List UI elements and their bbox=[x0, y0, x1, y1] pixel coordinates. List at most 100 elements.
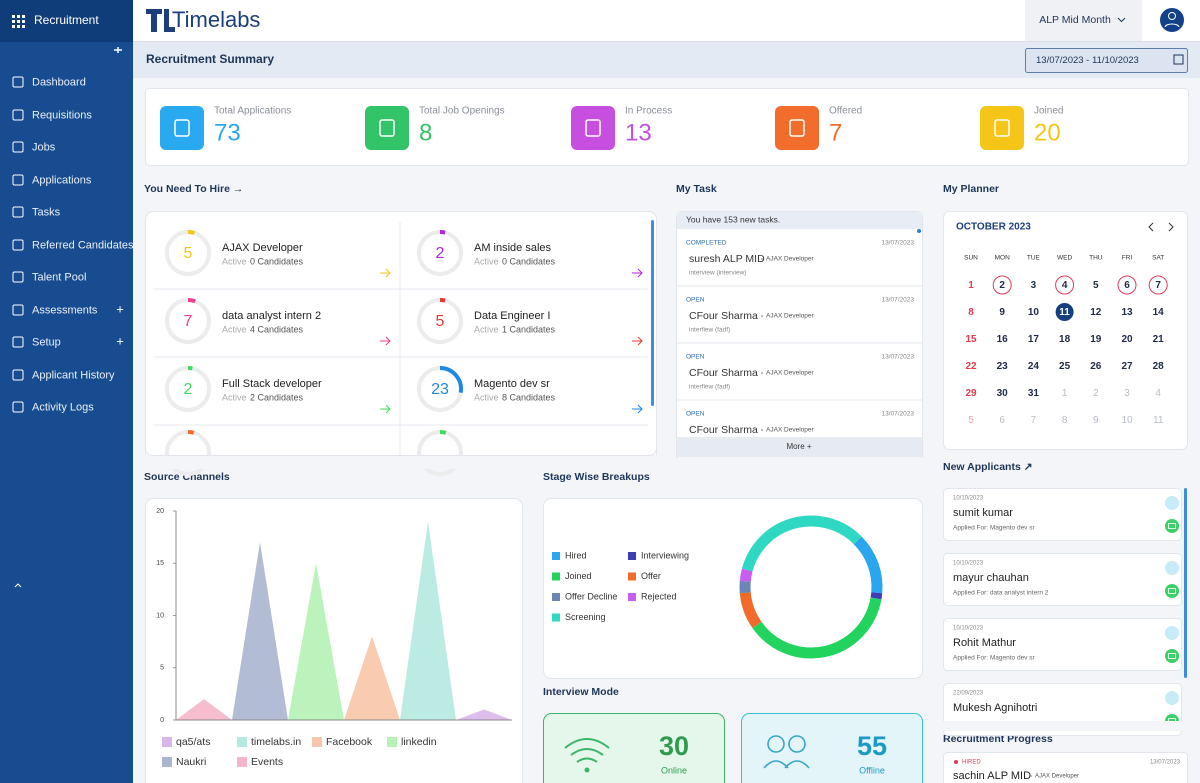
calendar-day[interactable]: 30 bbox=[997, 388, 1009, 399]
open-arrow[interactable] bbox=[632, 268, 643, 278]
calendar-day[interactable]: 11 bbox=[1153, 415, 1164, 426]
calendar-day[interactable]: 15 bbox=[965, 334, 977, 345]
period-label[interactable]: ALP Mid Month bbox=[1039, 14, 1111, 26]
calendar-day[interactable]: 5 bbox=[1093, 280, 1099, 291]
progress-name[interactable]: sachin ALP MID bbox=[953, 770, 1031, 782]
date-range[interactable] bbox=[1025, 48, 1188, 73]
call-button[interactable] bbox=[1165, 626, 1179, 640]
calendar-day[interactable]: 7 bbox=[1031, 415, 1037, 426]
legend-label[interactable]: Screening bbox=[565, 612, 606, 622]
open-arrow[interactable] bbox=[632, 336, 643, 346]
nav-toggle[interactable]: + bbox=[116, 301, 124, 316]
section-title[interactable]: You Need To Hire → bbox=[144, 183, 243, 195]
nav-item[interactable]: Referred Candidates bbox=[32, 239, 134, 251]
nav-item[interactable]: Activity Logs bbox=[32, 401, 94, 413]
calendar-day[interactable]: 9 bbox=[999, 307, 1005, 318]
mail-button[interactable] bbox=[1165, 519, 1179, 533]
calendar-day[interactable]: 10 bbox=[1121, 415, 1133, 426]
calendar-day[interactable]: 1 bbox=[968, 280, 974, 291]
nav-item[interactable]: Setup bbox=[32, 336, 61, 348]
nav-item[interactable]: Jobs bbox=[32, 141, 56, 153]
call-button[interactable] bbox=[1165, 496, 1179, 510]
calendar-day[interactable]: 10 bbox=[1028, 307, 1040, 318]
legend-label[interactable]: Interviewing bbox=[641, 550, 689, 560]
more-link[interactable]: More + bbox=[786, 442, 811, 451]
applicant-name[interactable]: Rohit Mathur bbox=[953, 637, 1016, 649]
nav-item[interactable]: Assessments bbox=[32, 304, 98, 316]
calendar-day[interactable]: 8 bbox=[1062, 415, 1068, 426]
open-arrow[interactable] bbox=[380, 268, 391, 278]
calendar-day[interactable]: 5 bbox=[968, 415, 974, 426]
calendar-day[interactable]: 31 bbox=[1028, 388, 1040, 399]
calendar-day[interactable]: 28 bbox=[1153, 361, 1165, 372]
legend-label[interactable]: linkedin bbox=[401, 736, 437, 748]
nav-item[interactable]: Applications bbox=[32, 174, 92, 186]
calendar-day[interactable]: 20 bbox=[1121, 334, 1133, 345]
calendar-day[interactable]: 19 bbox=[1090, 334, 1102, 345]
calendar-day[interactable]: 3 bbox=[1124, 388, 1130, 399]
task-name[interactable]: CFour Sharma bbox=[689, 367, 758, 379]
scrollbar[interactable] bbox=[1184, 488, 1187, 678]
calendar-day[interactable]: 7 bbox=[1155, 280, 1161, 291]
nav-item[interactable]: Tasks bbox=[32, 206, 61, 218]
task-name[interactable]: CFour Sharma bbox=[689, 424, 758, 436]
calendar-day[interactable]: 2 bbox=[1093, 388, 1099, 399]
legend-label[interactable]: Hired bbox=[565, 550, 587, 560]
call-button[interactable] bbox=[1165, 561, 1179, 575]
mail-button[interactable] bbox=[1165, 584, 1179, 598]
pin-icon[interactable] bbox=[114, 47, 122, 53]
calendar-day[interactable]: 29 bbox=[965, 388, 977, 399]
calendar-day[interactable]: 13 bbox=[1121, 307, 1133, 318]
nav-item[interactable]: Requisitions bbox=[32, 109, 92, 121]
calendar-day[interactable]: 24 bbox=[1028, 361, 1040, 372]
task-name[interactable]: suresh ALP MID bbox=[689, 253, 765, 265]
nav-item[interactable]: Talent Pool bbox=[32, 271, 86, 283]
nav-toggle[interactable]: + bbox=[116, 333, 124, 348]
legend-label[interactable]: Facebook bbox=[326, 736, 373, 748]
nav-item[interactable]: Applicant History bbox=[32, 369, 115, 381]
open-arrow[interactable] bbox=[380, 336, 391, 346]
calendar-day[interactable]: 26 bbox=[1090, 361, 1102, 372]
nav-item[interactable]: Dashboard bbox=[32, 76, 86, 88]
calendar-day[interactable]: 22 bbox=[965, 361, 977, 372]
legend-label[interactable]: Offer bbox=[641, 571, 661, 581]
legend-label[interactable]: Events bbox=[251, 756, 283, 768]
calendar-day[interactable]: 9 bbox=[1093, 415, 1099, 426]
call-button[interactable] bbox=[1165, 691, 1179, 705]
legend-label[interactable]: Offer Decline bbox=[565, 591, 617, 601]
calendar-day[interactable]: 11 bbox=[1059, 307, 1070, 318]
calendar-day[interactable]: 23 bbox=[997, 361, 1009, 372]
legend-label[interactable]: Rejected bbox=[641, 591, 677, 601]
legend-label[interactable]: timelabs.in bbox=[251, 736, 301, 748]
calendar-day[interactable]: 14 bbox=[1153, 307, 1165, 318]
calendar-day[interactable]: 1 bbox=[1062, 388, 1068, 399]
job-name[interactable]: Magento dev sr bbox=[474, 378, 550, 390]
calendar-day[interactable]: 18 bbox=[1059, 334, 1071, 345]
open-arrow[interactable] bbox=[632, 404, 643, 414]
job-name[interactable]: AJAX Developer bbox=[222, 242, 303, 254]
job-name[interactable]: Data Engineer I bbox=[474, 310, 550, 322]
calendar-day[interactable]: 27 bbox=[1121, 361, 1133, 372]
date-range-text[interactable]: 13/07/2023 - 11/10/2023 bbox=[1036, 55, 1139, 66]
next-month[interactable] bbox=[1168, 222, 1174, 232]
job-name[interactable]: Full Stack developer bbox=[222, 378, 322, 390]
legend-label[interactable]: Joined bbox=[565, 571, 592, 581]
calendar-day[interactable]: 3 bbox=[1031, 280, 1037, 291]
calendar-day[interactable]: 6 bbox=[999, 415, 1005, 426]
applicant-name[interactable]: Mukesh Agnihotri bbox=[953, 702, 1037, 714]
section-title[interactable]: New Applicants ↗ bbox=[943, 461, 1033, 473]
prev-month[interactable] bbox=[1148, 222, 1154, 232]
collapse-icon[interactable] bbox=[14, 583, 22, 588]
legend-label[interactable]: qa5/ats bbox=[176, 736, 210, 748]
task-name[interactable]: CFour Sharma bbox=[689, 310, 758, 322]
applicant-name[interactable]: sumit kumar bbox=[953, 507, 1013, 519]
calendar-day[interactable]: 4 bbox=[1155, 388, 1161, 399]
calendar-day[interactable]: 17 bbox=[1028, 334, 1040, 345]
open-arrow[interactable] bbox=[380, 404, 391, 414]
calendar-day[interactable]: 25 bbox=[1059, 361, 1071, 372]
calendar-day[interactable]: 8 bbox=[968, 307, 974, 318]
calendar-day[interactable]: 4 bbox=[1062, 280, 1068, 291]
job-name[interactable]: AM inside sales bbox=[474, 242, 552, 254]
scrollbar[interactable] bbox=[651, 220, 654, 406]
calendar-day[interactable]: 12 bbox=[1090, 307, 1102, 318]
